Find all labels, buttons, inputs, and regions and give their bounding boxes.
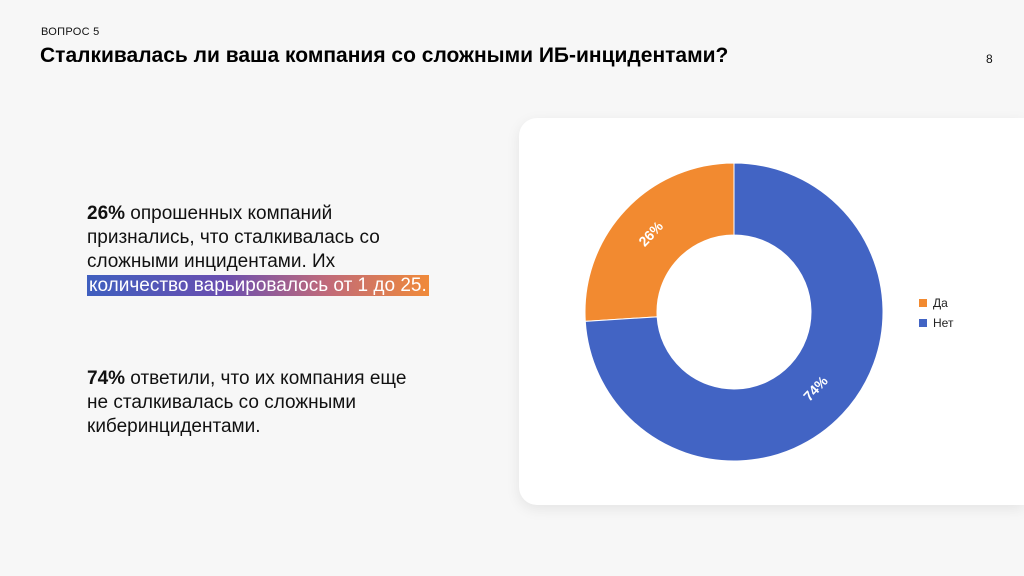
text-line: количество варьировалось от 1 до 25. xyxy=(87,274,487,298)
yes-percent: 26% xyxy=(87,203,126,224)
page-title: Сталкивалась ли ваша компания со сложным… xyxy=(40,44,729,67)
legend-label: Нет xyxy=(933,316,954,330)
legend-item-yes: Да xyxy=(919,293,953,313)
no-percent: 74% xyxy=(87,368,126,389)
chart-card: 26% 74% Да Нет xyxy=(519,118,1024,505)
donut-chart: 26%74% xyxy=(584,162,884,462)
text-line: 26% опрошенных компаний xyxy=(87,202,487,226)
slice-yes xyxy=(584,162,735,322)
text-block-no: 74% ответили, что их компания еще не ста… xyxy=(87,367,487,439)
text-fragment: опрошенных компаний xyxy=(125,203,333,224)
slice-no xyxy=(584,162,884,462)
text-line: не сталкивалась со сложными xyxy=(87,392,356,413)
text-line: сложными инцидентами. Их xyxy=(87,251,336,272)
text-block-yes: 26% опрошенных компаний признались, что … xyxy=(87,202,487,298)
text-fragment: ответили, что их компания еще xyxy=(125,368,407,389)
legend-swatch xyxy=(919,319,927,327)
highlighted-text: количество варьировалось от 1 до 25. xyxy=(87,275,429,296)
page-number: 8 xyxy=(986,52,993,66)
legend-swatch xyxy=(919,299,927,307)
question-kicker: ВОПРОС 5 xyxy=(41,26,100,38)
text-line: признались, что сталкивалась со xyxy=(87,227,380,248)
text-line: 74% ответили, что их компания еще xyxy=(87,367,487,391)
legend-item-no: Нет xyxy=(919,313,953,333)
chart-legend: Да Нет xyxy=(919,293,953,333)
legend-label: Да xyxy=(933,296,948,310)
text-line: киберинцидентами. xyxy=(87,416,261,437)
